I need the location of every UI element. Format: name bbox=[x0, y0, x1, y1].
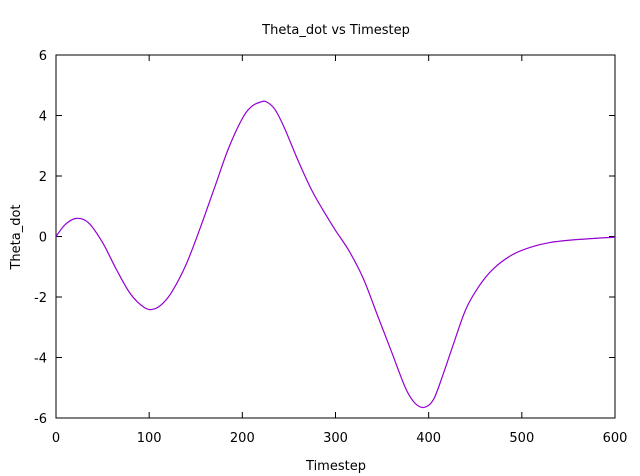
x-tick-label: 0 bbox=[52, 431, 60, 446]
y-tick-label: 6 bbox=[39, 49, 47, 64]
series-line-0 bbox=[55, 100, 616, 409]
y-tick-label: -2 bbox=[34, 291, 47, 306]
y-tick-label: -6 bbox=[34, 412, 47, 427]
chart-title: Theta_dot vs Timestep bbox=[261, 23, 410, 38]
y-tick-label: -4 bbox=[34, 352, 47, 367]
x-tick-label: 600 bbox=[603, 431, 628, 446]
y-axis-label: Theta_dot bbox=[9, 204, 24, 270]
x-tick-label: 500 bbox=[509, 431, 534, 446]
y-tick-label: 0 bbox=[39, 231, 47, 246]
series-layer bbox=[55, 100, 616, 409]
x-tick-label: 400 bbox=[416, 431, 441, 446]
y-axis: -6 -4 -2 0 2 4 6 bbox=[34, 49, 615, 427]
y-tick-label: 4 bbox=[39, 110, 47, 125]
x-axis-label: Timestep bbox=[305, 459, 366, 474]
x-tick-label: 200 bbox=[230, 431, 255, 446]
x-axis: 0 100 200 300 400 500 600 bbox=[52, 55, 628, 446]
x-tick-label: 300 bbox=[323, 431, 348, 446]
y-tick-label: 2 bbox=[39, 170, 47, 185]
x-tick-label: 100 bbox=[137, 431, 162, 446]
